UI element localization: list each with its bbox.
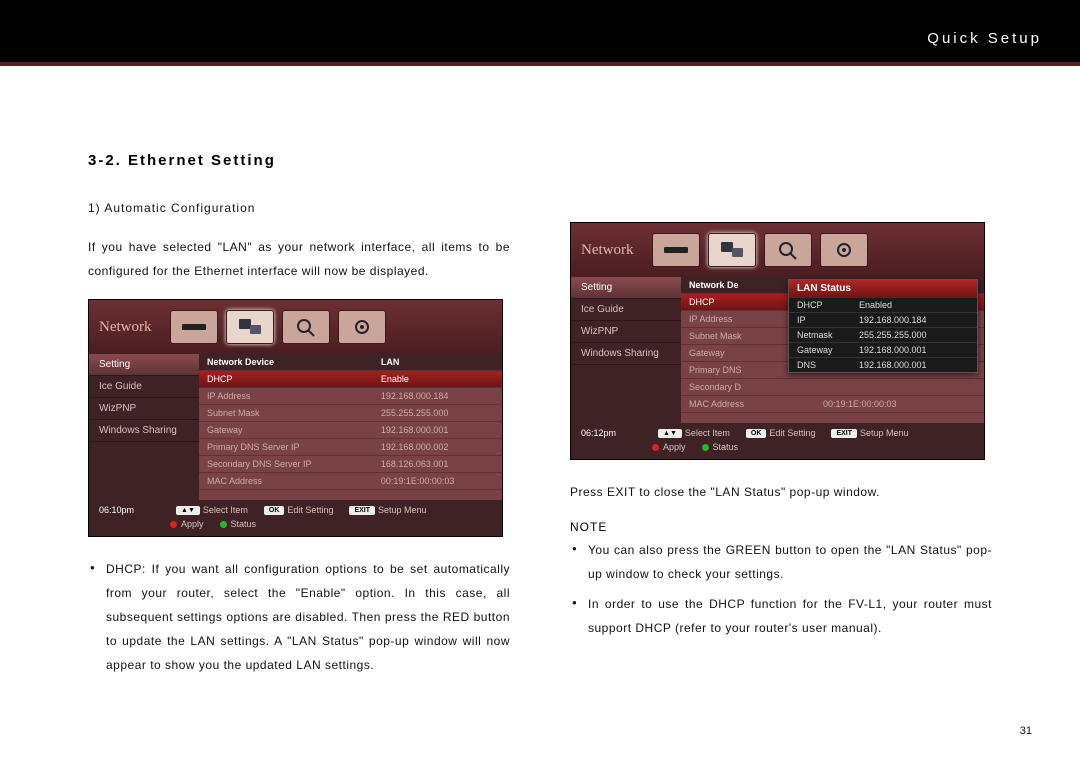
footer-hint-exit: EXITSetup Menu <box>349 505 426 515</box>
nav-icon-settings[interactable] <box>820 233 868 267</box>
popup-row: DHCPEnabled <box>789 297 977 312</box>
screenshot-body: Setting Ice Guide WizPNP Windows Sharing… <box>89 354 502 500</box>
screenshot-header: Network <box>89 300 502 354</box>
nav-brand: Network <box>581 242 634 259</box>
screenshot-header: Network <box>571 223 984 277</box>
screenshot-left-menu: Setting Ice Guide WizPNP Windows Sharing <box>571 277 681 423</box>
nav-icon-display[interactable] <box>708 233 756 267</box>
footer-hint-exit: EXITSetup Menu <box>831 428 908 438</box>
table-row[interactable]: Gateway192.168.000.001 <box>199 422 502 439</box>
header-title: Quick Setup <box>927 30 1042 47</box>
nav-icon-device[interactable] <box>170 310 218 344</box>
left-column: 3-2. Ethernet Setting 1) Automatic Confi… <box>88 152 510 683</box>
nav-icon-display[interactable] <box>226 310 274 344</box>
left-menu-item[interactable]: WizPNP <box>89 398 199 420</box>
intro-paragraph: If you have selected "LAN" as your netwo… <box>88 235 510 283</box>
footer-hint-status: Status <box>702 442 739 452</box>
right-bullet-list: You can also press the GREEN button to o… <box>570 538 992 640</box>
right-column: Network Setting Ice Guide WizPNP Windows… <box>570 152 992 683</box>
popup-row: DNS192.168.000.001 <box>789 357 977 372</box>
footer-hint-status: Status <box>220 519 257 529</box>
nav-icon-search[interactable] <box>282 310 330 344</box>
page-body: 3-2. Ethernet Setting 1) Automatic Confi… <box>0 62 1080 683</box>
popup-row: IP192.168.000.184 <box>789 312 977 327</box>
note-label: NOTE <box>570 520 992 534</box>
left-menu-item[interactable]: Ice Guide <box>89 376 199 398</box>
right-caption: Press EXIT to close the "LAN Status" pop… <box>570 480 992 504</box>
left-menu-item[interactable]: Setting <box>89 354 199 376</box>
left-menu-item[interactable]: Windows Sharing <box>89 420 199 442</box>
table-row[interactable]: MAC Address00:19:1E:00:00:03 <box>199 473 502 490</box>
screenshot-footer: 06:10pm ▲▼Select Item OKEdit Setting EXI… <box>89 500 502 536</box>
left-menu-item[interactable]: Windows Sharing <box>571 343 681 365</box>
footer-hint-apply: Apply <box>170 519 204 529</box>
screenshot-network-settings: Network Setting Ice Guide WizPNP Windows… <box>88 299 503 537</box>
screenshot-body: Setting Ice Guide WizPNP Windows Sharing… <box>571 277 984 423</box>
screenshot-right-panel: Network DeviceLAN DHCPEnable IP Address1… <box>199 354 502 500</box>
footer-hint-ok: OKEdit Setting <box>264 505 334 515</box>
table-row[interactable]: IP Address192.168.000.184 <box>199 388 502 405</box>
table-header-row: Network DeviceLAN <box>199 354 502 371</box>
table-row[interactable]: DHCPEnable <box>199 371 502 388</box>
table-row[interactable]: MAC Address00:19:1E:00:00:03 <box>681 396 984 413</box>
popup-row: Netmask255.255.255.000 <box>789 327 977 342</box>
screenshot-right-panel: Network De DHCP IP Address Subnet Mask G… <box>681 277 984 423</box>
nav-icon-device[interactable] <box>652 233 700 267</box>
table-row[interactable]: Secondary D <box>681 379 984 396</box>
left-menu-item[interactable]: Ice Guide <box>571 299 681 321</box>
bullet-item: You can also press the GREEN button to o… <box>570 538 992 586</box>
nav-brand: Network <box>99 319 152 336</box>
nav-icon-settings[interactable] <box>338 310 386 344</box>
lan-status-popup: LAN Status DHCPEnabled IP192.168.000.184… <box>788 279 978 373</box>
table-row[interactable]: Secondary DNS Server IP168.126.063.001 <box>199 456 502 473</box>
section-title: 3-2. Ethernet Setting <box>88 152 510 169</box>
footer-hint-nav: ▲▼Select Item <box>658 428 730 438</box>
sub-title: 1) Automatic Configuration <box>88 201 510 215</box>
footer-time: 06:10pm <box>99 505 134 515</box>
table-row[interactable]: Subnet Mask255.255.255.000 <box>199 405 502 422</box>
screenshot-lan-status: Network Setting Ice Guide WizPNP Windows… <box>570 222 985 460</box>
settings-table: Network DeviceLAN DHCPEnable IP Address1… <box>199 354 502 490</box>
bullet-item: In order to use the DHCP function for th… <box>570 592 992 640</box>
page-header: Quick Setup <box>0 0 1080 62</box>
footer-hint-nav: ▲▼Select Item <box>176 505 248 515</box>
page-number: 31 <box>1020 725 1032 737</box>
left-menu-item[interactable]: Setting <box>571 277 681 299</box>
left-menu-item[interactable]: WizPNP <box>571 321 681 343</box>
left-bullet-list: DHCP: If you want all configuration opti… <box>88 557 510 677</box>
header-underline <box>0 62 1080 66</box>
bullet-item: DHCP: If you want all configuration opti… <box>88 557 510 677</box>
footer-hint-apply: Apply <box>652 442 686 452</box>
popup-title: LAN Status <box>789 280 977 297</box>
screenshot-left-menu: Setting Ice Guide WizPNP Windows Sharing <box>89 354 199 500</box>
screenshot-footer: 06:12pm ▲▼Select Item OKEdit Setting EXI… <box>571 423 984 459</box>
table-row[interactable]: Primary DNS Server IP192.168.000.002 <box>199 439 502 456</box>
footer-time: 06:12pm <box>581 428 616 438</box>
nav-icon-search[interactable] <box>764 233 812 267</box>
popup-row: Gateway192.168.000.001 <box>789 342 977 357</box>
footer-hint-ok: OKEdit Setting <box>746 428 816 438</box>
